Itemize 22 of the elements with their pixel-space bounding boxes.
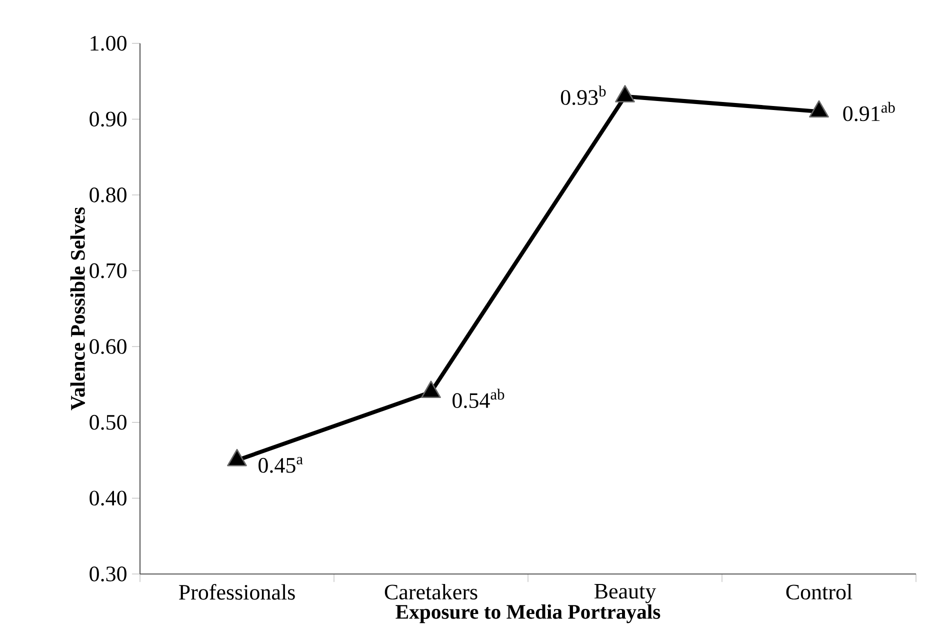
y-tick-label: 0.80 <box>90 187 126 202</box>
x-tick-label: Professionals <box>178 584 295 600</box>
point <box>421 380 441 398</box>
y-tick-label: 0.90 <box>90 112 126 127</box>
x-tick-label: Beauty <box>594 584 656 604</box>
y-tick-label: 0.70 <box>90 263 126 278</box>
y-tick-label: 0.40 <box>90 490 126 506</box>
data-label: 0.91$^{ab}$ <box>843 102 895 122</box>
y-tick-label: 0.50 <box>90 414 126 430</box>
x-axis-title: Exposure to Media Portrayals <box>396 604 660 624</box>
point <box>809 100 829 118</box>
point <box>227 448 247 466</box>
y-axis-title: Valence Possible Selves <box>70 207 85 410</box>
y-tick-label: 0.30 <box>90 566 126 582</box>
point <box>615 85 635 102</box>
x-tick-label: Control <box>786 584 852 600</box>
x-tick-label: Caretakers <box>384 584 478 600</box>
y-tick-label: 1.00 <box>90 36 126 51</box>
data-label: 0.45$^{a}$ <box>258 456 303 473</box>
data-label: 0.54$^{ab}$ <box>452 388 504 408</box>
y-tick-label: 0.60 <box>90 339 126 354</box>
data-label: 0.93$^{b}$ <box>560 86 606 106</box>
